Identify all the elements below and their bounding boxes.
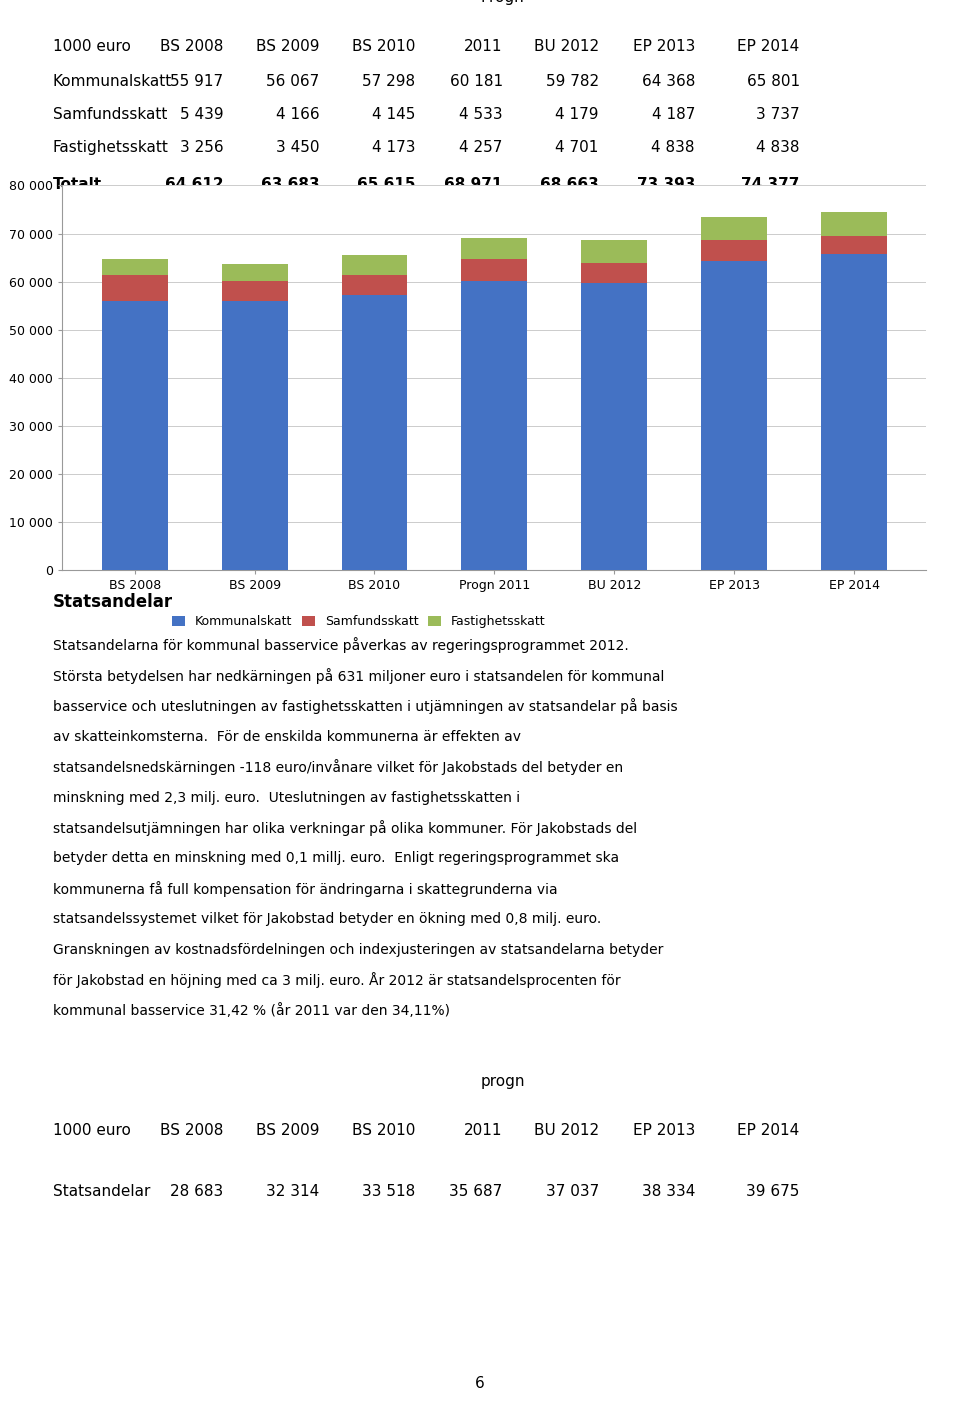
Text: Statsandelar: Statsandelar [53,593,173,612]
Text: BS 2010: BS 2010 [352,39,416,54]
Text: 64 612: 64 612 [164,177,223,193]
Text: 55 917: 55 917 [170,74,223,88]
Text: 38 334: 38 334 [641,1185,695,1199]
Text: Statsandelar: Statsandelar [53,1185,150,1199]
Text: 63 683: 63 683 [260,177,320,193]
Text: BS 2008: BS 2008 [159,1122,223,1138]
Bar [102,275,168,301]
Bar [222,281,288,301]
Bar [582,240,647,262]
Text: EP 2013: EP 2013 [633,1122,695,1138]
Text: statsandelsnedskärningen -118 euro/invånare vilket för Jakobstads del betyder en: statsandelsnedskärningen -118 euro/invån… [53,759,623,776]
Text: 74 377: 74 377 [741,177,800,193]
Text: 1000 euro: 1000 euro [53,39,131,54]
Text: av skatteinkomsterna.  För de enskilda kommunerna är effekten av: av skatteinkomsterna. För de enskilda ko… [53,730,520,744]
Text: 32 314: 32 314 [266,1185,320,1199]
Bar [102,260,168,275]
Text: statsandelsutjämningen har olika verkningar på olika kommuner. För Jakobstads de: statsandelsutjämningen har olika verknin… [53,820,636,836]
Text: 57 298: 57 298 [362,74,416,88]
Text: Progn: Progn [481,0,524,6]
Text: BS 2008: BS 2008 [159,39,223,54]
Text: 4 166: 4 166 [276,107,320,123]
Text: kommunerna få full kompensation för ändringarna i skattegrunderna via: kommunerna få full kompensation för ändr… [53,881,558,897]
Text: 68 663: 68 663 [540,177,599,193]
Text: 64 368: 64 368 [641,74,695,88]
Text: BU 2012: BU 2012 [534,39,599,54]
Text: för Jakobstad en höjning med ca 3 milj. euro. År 2012 är statsandelsprocenten fö: för Jakobstad en höjning med ca 3 milj. … [53,973,620,988]
Text: 4 145: 4 145 [372,107,416,123]
Text: 3 450: 3 450 [276,140,320,155]
Bar [342,275,407,295]
Text: EP 2014: EP 2014 [737,39,800,54]
Bar [821,235,887,254]
Text: 5 439: 5 439 [180,107,223,123]
Text: 59 782: 59 782 [545,74,599,88]
Text: EP 2013: EP 2013 [633,39,695,54]
Text: 4 838: 4 838 [756,140,800,155]
Text: BS 2009: BS 2009 [255,39,320,54]
Bar [701,241,767,261]
Bar [102,301,168,570]
Text: 37 037: 37 037 [545,1185,599,1199]
Text: 4 257: 4 257 [459,140,503,155]
Bar [342,295,407,570]
Text: 2011: 2011 [465,39,503,54]
Text: kommunal basservice 31,42 % (år 2011 var den 34,11%): kommunal basservice 31,42 % (år 2011 var… [53,1002,450,1018]
Text: basservice och uteslutningen av fastighetsskatten i utjämningen av statsandelar : basservice och uteslutningen av fastighe… [53,699,678,714]
Text: betyder detta en minskning med 0,1 millj. euro.  Enligt regeringsprogrammet ska: betyder detta en minskning med 0,1 millj… [53,851,619,866]
Text: 65 801: 65 801 [747,74,800,88]
Text: 3 256: 3 256 [180,140,223,155]
Legend: Kommunalskatt, Samfundsskatt, Fastighetsskatt: Kommunalskatt, Samfundsskatt, Fastighets… [173,615,545,627]
Bar [582,262,647,282]
Text: Största betydelsen har nedkärningen på 631 miljoner euro i statsandelen för komm: Största betydelsen har nedkärningen på 6… [53,667,664,684]
Text: 4 187: 4 187 [652,107,695,123]
Text: 1000 euro: 1000 euro [53,1122,131,1138]
Text: Totalt: Totalt [53,177,102,193]
Text: 60 181: 60 181 [449,74,503,88]
Bar [222,264,288,281]
Text: 4 533: 4 533 [459,107,503,123]
Bar [462,238,527,260]
Text: Kommunalskatt: Kommunalskatt [53,74,172,88]
Bar [701,261,767,570]
Text: BS 2009: BS 2009 [255,1122,320,1138]
Text: 65 615: 65 615 [357,177,416,193]
Text: BU 2012: BU 2012 [534,1122,599,1138]
Text: 6: 6 [475,1376,485,1390]
Bar [582,282,647,570]
Bar [462,281,527,570]
Text: Samfundsskatt: Samfundsskatt [53,107,167,123]
Text: 73 393: 73 393 [636,177,695,193]
Text: 35 687: 35 687 [449,1185,503,1199]
Bar [462,260,527,281]
Bar [342,255,407,275]
Text: 4 701: 4 701 [556,140,599,155]
Text: Granskningen av kostnadsfördelningen och indexjusteringen av statsandelarna bety: Granskningen av kostnadsfördelningen och… [53,943,663,957]
Text: 4 173: 4 173 [372,140,416,155]
Text: Fastighetsskatt: Fastighetsskatt [53,140,169,155]
Bar [701,217,767,241]
Text: minskning med 2,3 milj. euro.  Uteslutningen av fastighetsskatten i: minskning med 2,3 milj. euro. Uteslutnin… [53,790,520,804]
Bar [821,212,887,235]
Text: 3 737: 3 737 [756,107,800,123]
Text: 28 683: 28 683 [170,1185,223,1199]
Text: 4 179: 4 179 [555,107,599,123]
Text: progn: progn [480,1074,525,1088]
Text: 2011: 2011 [465,1122,503,1138]
Text: 4 838: 4 838 [652,140,695,155]
Text: 56 067: 56 067 [266,74,320,88]
Text: 68 971: 68 971 [444,177,503,193]
Text: 33 518: 33 518 [362,1185,416,1199]
Text: statsandelssystemet vilket för Jakobstad betyder en ökning med 0,8 milj. euro.: statsandelssystemet vilket för Jakobstad… [53,913,601,927]
Text: Statsandelarna för kommunal basservice påverkas av regeringsprogrammet 2012.: Statsandelarna för kommunal basservice p… [53,637,629,653]
Text: 39 675: 39 675 [746,1185,800,1199]
Bar [222,301,288,570]
Text: EP 2014: EP 2014 [737,1122,800,1138]
Bar [821,254,887,570]
Text: BS 2010: BS 2010 [352,1122,416,1138]
